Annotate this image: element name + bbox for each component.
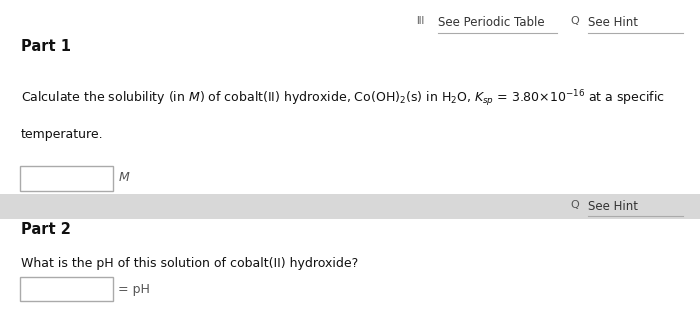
- Text: Q: Q: [570, 16, 580, 26]
- Text: $M$: $M$: [118, 171, 130, 185]
- Text: = pH: = pH: [118, 283, 150, 296]
- FancyBboxPatch shape: [0, 194, 700, 219]
- FancyBboxPatch shape: [20, 166, 113, 191]
- FancyBboxPatch shape: [20, 277, 113, 301]
- Text: lll: lll: [416, 16, 425, 26]
- Text: See Hint: See Hint: [588, 16, 638, 29]
- Text: temperature.: temperature.: [21, 128, 104, 140]
- Text: See Hint: See Hint: [588, 200, 638, 213]
- Text: Part 1: Part 1: [21, 39, 71, 54]
- Text: What is the pH of this solution of cobalt(II) hydroxide?: What is the pH of this solution of cobal…: [21, 257, 358, 270]
- Text: See Periodic Table: See Periodic Table: [438, 16, 544, 29]
- Text: Part 2: Part 2: [21, 222, 71, 237]
- Text: Q: Q: [570, 200, 580, 210]
- Text: Calculate the solubility (in $M$) of cobalt(II) hydroxide, Co(OH)$_2$(s) in H$_2: Calculate the solubility (in $M$) of cob…: [21, 88, 665, 109]
